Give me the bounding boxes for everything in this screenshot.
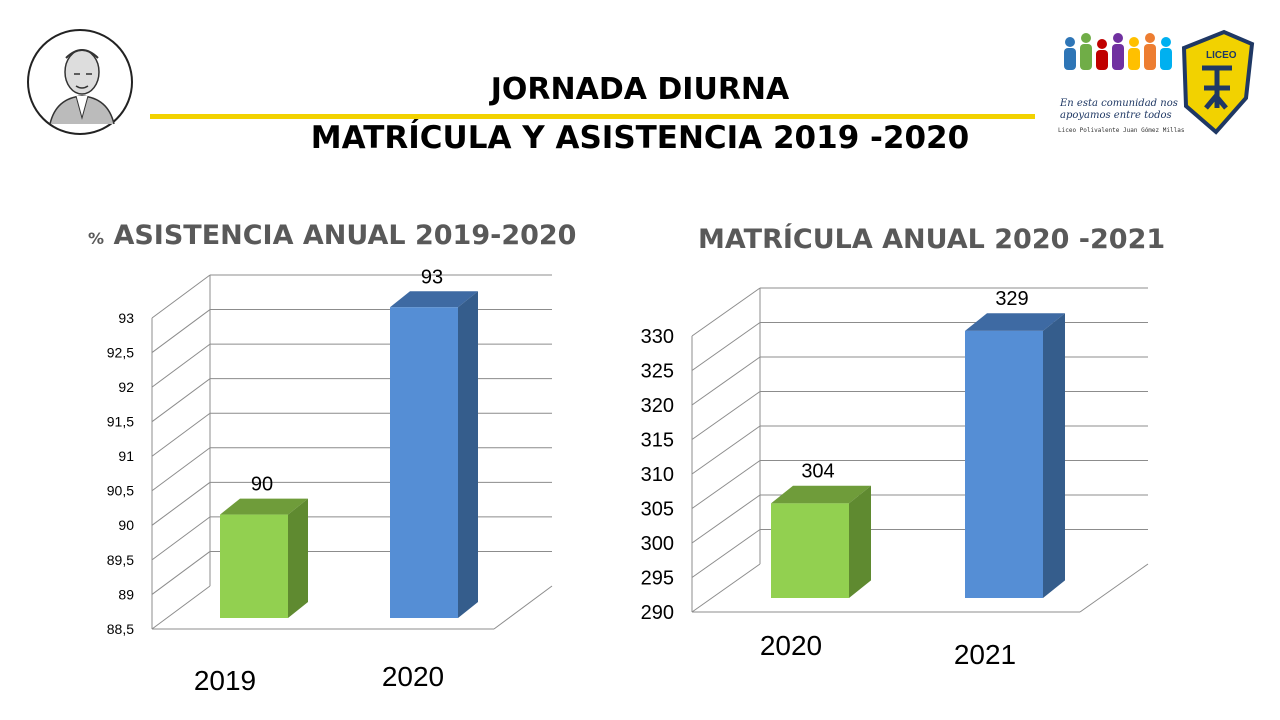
bar-top xyxy=(220,498,308,515)
y-tick-label: 320 xyxy=(641,395,674,417)
side-gridline xyxy=(151,481,211,526)
y-tick-label: 325 xyxy=(641,361,674,383)
logo-tagline-1: En esta comunidad nos xyxy=(1059,98,1178,109)
side-gridline xyxy=(691,425,761,475)
people-figures xyxy=(1064,33,1172,70)
bar-side xyxy=(288,498,308,618)
x-tick-label: 2021 xyxy=(954,639,1016,670)
chart2-title: MATRÍCULA ANUAL 2020 -2021 xyxy=(698,224,1166,255)
side-gridline xyxy=(151,343,211,388)
x-tick-label: 2019 xyxy=(194,665,256,696)
shield-badge: LICEO xyxy=(1181,29,1255,135)
y-tick-label: 290 xyxy=(641,602,674,624)
side-gridline xyxy=(691,563,761,613)
bar-side xyxy=(1043,313,1065,598)
side-gridline xyxy=(151,309,211,353)
badge-text: LICEO xyxy=(1206,50,1237,61)
bar-top xyxy=(965,313,1065,331)
y-tick-label: 92,5 xyxy=(107,344,134,360)
side-gridline xyxy=(691,460,761,509)
y-tick-label: 92 xyxy=(118,379,134,395)
side-gridline xyxy=(691,391,761,440)
side-gridline xyxy=(691,494,761,544)
side-gridline xyxy=(691,356,761,406)
y-tick-label: 90,5 xyxy=(107,483,134,499)
side-gridline xyxy=(151,447,211,492)
bar xyxy=(771,503,849,598)
bar-side xyxy=(849,485,871,598)
side-gridline xyxy=(151,551,211,595)
data-label: 329 xyxy=(995,288,1028,310)
side-gridline xyxy=(691,529,761,578)
school-logo: En esta comunidad nos apoyamos entre tod… xyxy=(1058,29,1255,135)
page-title: JORNADA DIURNA xyxy=(490,72,790,107)
title-underline xyxy=(150,114,1035,119)
portrait-emblem xyxy=(27,29,133,135)
y-tick-label: 93 xyxy=(118,310,134,326)
bar-side xyxy=(458,291,478,618)
attendance-chart: 88,5 89 89,5 90 90,5 91 91,5 92 92,5 93 90 2019 93 20… xyxy=(107,266,553,696)
side-gridline xyxy=(151,412,211,457)
side-gridline xyxy=(151,378,211,423)
floor-right-edge xyxy=(493,585,553,630)
chart1-title-text: ASISTENCIA ANUAL 2019-2020 xyxy=(113,220,577,251)
bar-top xyxy=(390,291,478,308)
y-tick-label: 89 xyxy=(118,586,134,602)
side-gridline xyxy=(151,274,211,319)
side-gridline xyxy=(151,585,211,630)
page-subtitle: MATRÍCULA Y ASISTENCIA 2019 -2020 xyxy=(310,120,970,156)
y-tick-label: 315 xyxy=(641,430,674,452)
y-tick-label: 90 xyxy=(118,517,134,533)
floor-right-edge xyxy=(1079,563,1149,613)
y-tick-label: 89,5 xyxy=(107,552,134,568)
y-tick-label: 91,5 xyxy=(107,414,134,430)
side-gridline xyxy=(151,516,211,561)
bar xyxy=(965,330,1043,598)
y-tick-label: 330 xyxy=(641,326,674,348)
chart1-title: % ASISTENCIA ANUAL 2019-2020 xyxy=(88,220,576,251)
bar-top xyxy=(771,485,871,504)
side-gridline xyxy=(691,287,761,337)
logo-tagline-2: apoyamos entre todos xyxy=(1060,110,1172,121)
side-gridline xyxy=(691,322,761,371)
logo-school-name: Liceo Polivalente Juan Gómez Millas xyxy=(1058,127,1185,134)
x-tick-label: 2020 xyxy=(382,661,444,692)
y-tick-label: 310 xyxy=(641,464,674,486)
y-tick-label: 300 xyxy=(641,533,674,555)
data-label: 304 xyxy=(801,460,834,482)
data-label: 90 xyxy=(251,474,273,496)
y-tick-label: 305 xyxy=(641,499,674,521)
x-tick-label: 2020 xyxy=(760,630,822,661)
y-tick-label: 295 xyxy=(641,568,674,590)
y-tick-label: 91 xyxy=(118,448,134,464)
chart1-title-prefix: % xyxy=(88,229,105,248)
data-label: 93 xyxy=(421,266,443,288)
bar xyxy=(390,307,458,618)
y-tick-label: 88,5 xyxy=(107,621,134,637)
bar xyxy=(220,514,288,618)
